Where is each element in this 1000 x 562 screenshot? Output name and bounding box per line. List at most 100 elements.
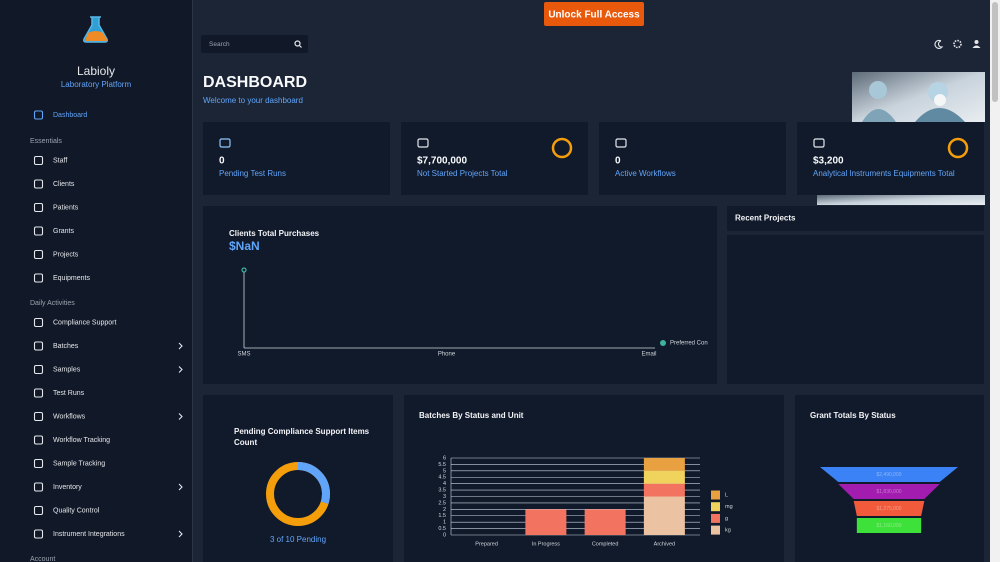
- bar-segment: [643, 496, 685, 535]
- funnel-segment: [820, 467, 958, 482]
- stat-icon: [813, 138, 825, 148]
- nav-icon: [33, 411, 44, 422]
- y-tick-label: 4.5: [438, 475, 446, 481]
- y-tick-label: 3.5: [438, 488, 446, 494]
- y-tick-label: 4: [443, 481, 446, 487]
- funnel-label: $1,160,000: [876, 523, 901, 529]
- stat-label: Not Started Projects Total: [417, 169, 508, 178]
- logo: [83, 16, 108, 43]
- y-tick-label: 2: [443, 507, 446, 513]
- panel: [727, 235, 984, 384]
- unlock-button[interactable]: [544, 2, 644, 26]
- nav-item[interactable]: Clients: [53, 181, 75, 188]
- bar-segment: [584, 509, 626, 535]
- nav-icon: [33, 226, 44, 236]
- nav-item[interactable]: Sample Tracking: [53, 460, 105, 467]
- stat-value: 0: [219, 156, 225, 167]
- nav-icon: [33, 249, 44, 260]
- funnel-label: $1,275,000: [876, 506, 901, 512]
- unlock-button-label[interactable]: Unlock Full Access: [548, 10, 640, 21]
- y-tick-label: 5.5: [438, 462, 446, 468]
- bar-segment: [643, 458, 685, 471]
- progress-ring: [551, 137, 573, 159]
- legend-swatch: [711, 525, 720, 535]
- legend-swatch: [711, 490, 720, 500]
- search-box[interactable]: [201, 35, 308, 53]
- nav-item[interactable]: Patients: [53, 204, 79, 211]
- stat-value: 0: [615, 156, 621, 167]
- nav-chevron: [178, 483, 183, 491]
- x-tick-label: Email: [641, 352, 656, 358]
- nav-icon: [33, 179, 44, 189]
- chart-title: Clients Total Purchases: [229, 229, 320, 238]
- scrollbar-thumb[interactable]: [992, 2, 998, 102]
- y-tick-label: 5: [443, 468, 446, 474]
- legend-label: g: [725, 516, 728, 522]
- funnel-label: $2,490,000: [876, 472, 901, 478]
- nav-section-title: Account: [30, 556, 55, 562]
- funnel-label: $1,830,000: [876, 489, 901, 495]
- nav-item[interactable]: Staff: [53, 157, 67, 164]
- nav-icon: [33, 202, 44, 213]
- brand-tagline: Laboratory Platform: [61, 80, 132, 89]
- legend-label: mg: [725, 504, 733, 510]
- stat-card: [599, 122, 786, 195]
- lab-image: [817, 72, 985, 205]
- nav-item[interactable]: Inventory: [53, 484, 82, 491]
- nav-item[interactable]: Samples: [53, 366, 81, 373]
- legend-label: L: [725, 492, 728, 498]
- nav-item[interactable]: Projects: [53, 251, 79, 258]
- nav-item[interactable]: Dashboard: [53, 112, 87, 119]
- panel: [203, 395, 393, 562]
- search-icon[interactable]: [294, 40, 302, 48]
- stat-value: $3,200: [813, 156, 844, 167]
- stat-icon: [615, 138, 627, 148]
- nav-icon: [33, 341, 44, 351]
- x-tick-label: Phone: [438, 352, 456, 358]
- nav-item[interactable]: Workflows: [53, 413, 86, 420]
- bar-segment: [525, 509, 567, 535]
- scrollbar[interactable]: [990, 0, 1000, 562]
- nav-icon: [33, 273, 44, 283]
- panel-title: Recent Projects: [735, 214, 796, 223]
- legend-swatch: [711, 502, 720, 512]
- nav-item[interactable]: Test Runs: [53, 390, 85, 397]
- donut-label: 3 of 10 Pending: [270, 535, 326, 544]
- nav-section-title: Daily Activities: [30, 300, 75, 307]
- profile-button[interactable]: [972, 40, 981, 48]
- theme-toggle[interactable]: [934, 39, 944, 49]
- nav-item[interactable]: Workflow Tracking: [53, 437, 110, 444]
- stat-icon: [219, 138, 231, 148]
- chart-title: Grant Totals By Status: [810, 411, 896, 420]
- stat-card: [401, 122, 588, 195]
- nav-section-title: Essentials: [30, 138, 62, 145]
- stat-card: [797, 122, 984, 195]
- legend-swatch: [660, 340, 666, 346]
- x-tick-label: Archived: [654, 541, 675, 547]
- funnel-segment: [853, 501, 925, 516]
- y-tick-label: 2.5: [438, 500, 446, 506]
- stat-label: Pending Test Runs: [219, 169, 286, 178]
- bar-segment: [643, 470, 685, 484]
- nav-item[interactable]: Instrument Integrations: [53, 531, 125, 538]
- nav-item[interactable]: Grants: [53, 228, 75, 235]
- y-tick-label: 6: [443, 455, 446, 461]
- nav-icon: [33, 505, 44, 516]
- nav-item[interactable]: Compliance Support: [53, 319, 116, 326]
- nav-chevron: [178, 366, 183, 373]
- settings-button[interactable]: [953, 39, 962, 49]
- stat-icon: [417, 138, 429, 148]
- page-subtitle: Welcome to your dashboard: [203, 96, 303, 105]
- y-tick-label: 1: [443, 520, 446, 526]
- nav-item[interactable]: Equipments: [53, 275, 90, 282]
- stat-label: Active Workflows: [615, 169, 676, 178]
- nav-icon: [33, 458, 44, 469]
- legend-label: kg: [725, 528, 731, 534]
- nav-item[interactable]: Quality Control: [53, 507, 100, 514]
- search-placeholder[interactable]: Search: [209, 41, 230, 48]
- nav-item[interactable]: Batches: [53, 343, 79, 350]
- y-tick-label: 1.5: [438, 513, 446, 519]
- legend-swatch: [711, 513, 720, 523]
- stat-label: Analytical Instruments Equipments Total: [813, 169, 955, 178]
